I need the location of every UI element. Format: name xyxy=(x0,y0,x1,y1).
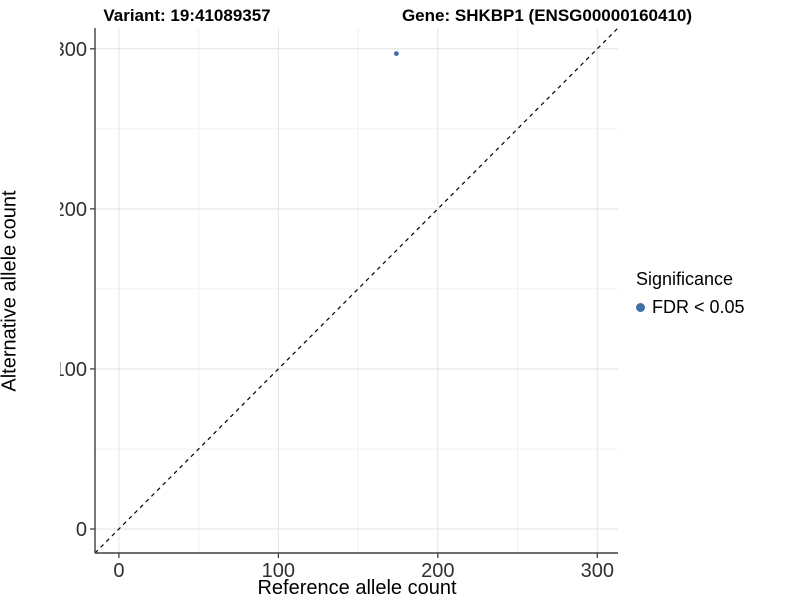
scatter-plot-panel: 0 100 200 300 0 100 200 300 xyxy=(60,27,619,582)
x-tick-label: 200 xyxy=(421,560,454,582)
legend: Significance FDR < 0.05 xyxy=(636,269,745,318)
x-axis-title: Reference allele count xyxy=(257,577,457,599)
y-tick-label: 200 xyxy=(60,199,87,221)
legend-title: Significance xyxy=(636,269,734,289)
y-tick-label: 300 xyxy=(60,39,87,61)
legend-point-icon xyxy=(636,303,645,312)
y-axis-title: Alternative allele count xyxy=(0,190,21,392)
y-tick-label: 0 xyxy=(76,519,87,541)
legend-entry: FDR < 0.05 xyxy=(636,297,745,318)
y-tick-label: 100 xyxy=(60,359,87,381)
identity-line xyxy=(94,27,619,554)
x-tick-label: 300 xyxy=(581,560,614,582)
legend-entry-label: FDR < 0.05 xyxy=(652,297,745,317)
data-point xyxy=(393,51,399,57)
variant-title: Variant: 19:41089357 xyxy=(103,6,271,25)
x-tick-label: 100 xyxy=(262,560,295,582)
x-tick-label: 0 xyxy=(113,560,124,582)
gene-title: Gene: SHKBP1 (ENSG00000160410) xyxy=(401,6,693,25)
